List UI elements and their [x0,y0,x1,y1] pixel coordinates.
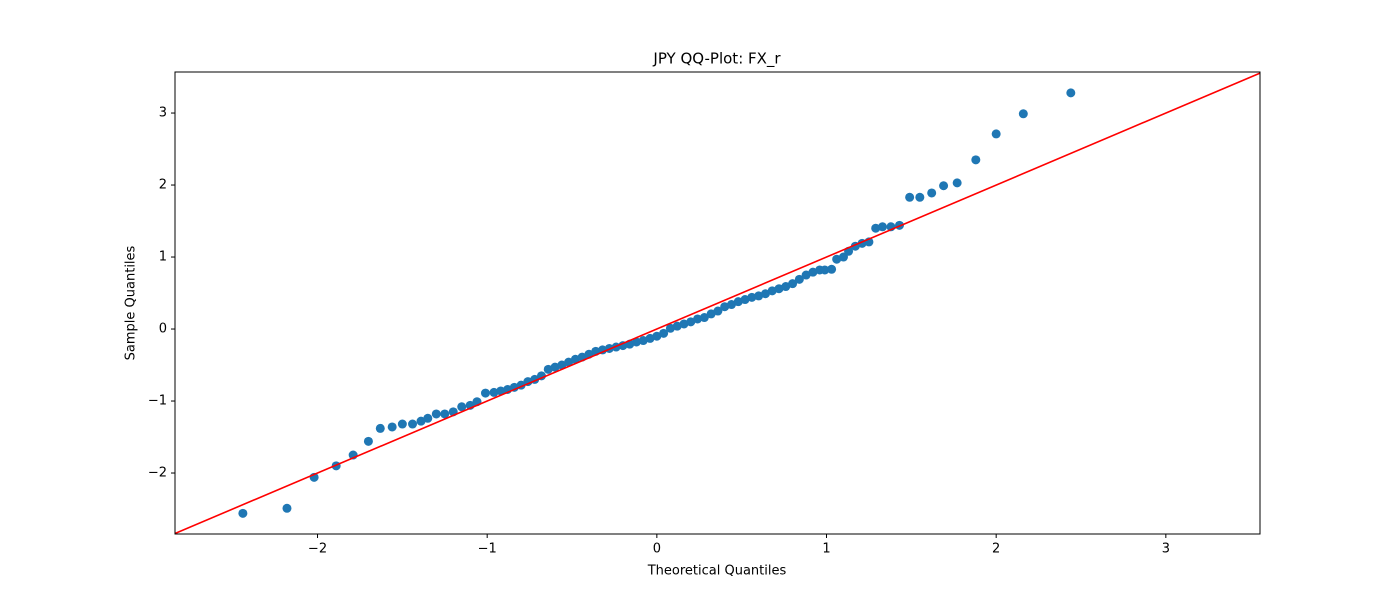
point [939,181,949,191]
point [557,360,567,370]
point [570,354,580,364]
point [877,222,887,232]
point [713,306,723,316]
point [699,313,709,323]
point [820,265,830,275]
x-tick-label: −2 [308,542,327,557]
point [431,409,441,419]
point [679,319,689,329]
point [631,337,641,347]
point [693,314,703,324]
point [408,419,418,429]
point [282,503,292,513]
x-tick-label: 0 [653,542,661,557]
y-tick-label: 1 [159,250,167,265]
point [952,178,962,188]
plot-frame [174,71,1261,535]
point [686,317,696,327]
y-tick-label: 2 [159,178,167,193]
point [375,423,385,433]
point [363,436,373,446]
point [832,254,842,264]
y-tick-label: 0 [159,322,167,337]
reference-line [175,72,1260,534]
x-tick-label: 3 [1162,542,1170,557]
point [238,508,248,518]
point [927,188,937,198]
point [774,284,784,294]
point [740,295,750,305]
point [550,362,560,372]
point [726,300,736,310]
x-axis-label: Theoretical Quantiles [647,564,787,579]
point [543,364,553,374]
point [440,409,450,419]
point [1018,109,1028,119]
point [747,292,757,302]
point [991,129,1001,139]
point [645,333,655,343]
point [652,331,662,341]
point [801,270,811,280]
point [781,282,791,292]
point [760,289,770,299]
point [827,264,837,274]
y-tick-label: −2 [148,466,167,481]
point [387,422,397,432]
point [733,297,743,307]
point [564,357,574,367]
point [808,267,818,277]
x-tick-label: 2 [992,542,1000,557]
point [788,279,798,289]
y-axis-label: Sample Quantiles [124,245,139,360]
point [754,291,764,301]
point [665,323,675,333]
point [838,252,848,262]
point [915,192,925,202]
point [489,387,499,397]
point [638,336,648,346]
point [767,286,777,296]
point [672,321,682,331]
point [457,402,467,412]
plot-area [175,72,1260,534]
y-tick-label: −1 [148,394,167,409]
point [871,223,881,233]
point [1066,88,1076,98]
point [480,388,490,398]
point [905,192,915,202]
point [720,302,730,312]
point [794,274,804,284]
point [971,155,981,165]
x-tick-label: 1 [822,542,830,557]
point [397,419,407,429]
x-tick-label: −1 [478,542,497,557]
chart-title: JPY QQ-Plot: FX_r [652,50,781,69]
point [416,416,426,426]
point [423,413,433,423]
point [496,386,506,396]
point [659,328,669,338]
point [706,309,716,319]
y-tick-label: 3 [159,106,167,121]
